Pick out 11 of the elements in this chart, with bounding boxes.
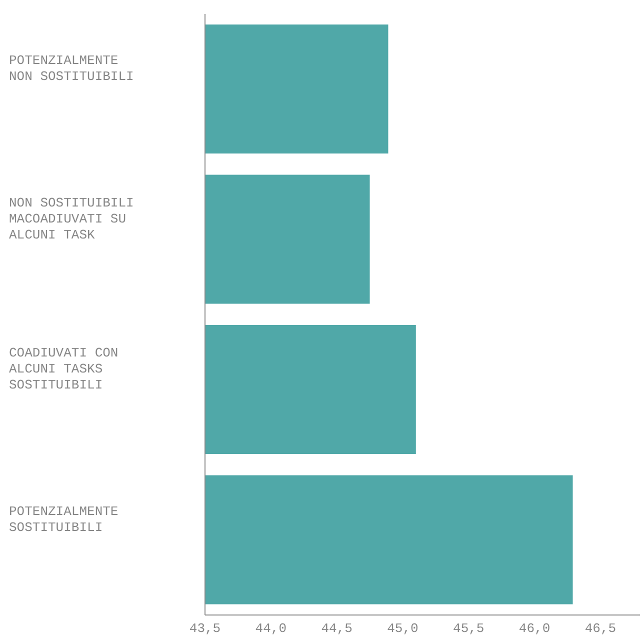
x-tick-label: 44,5 [321, 621, 352, 635]
y-tick-label: COADIUVATI CON ALCUNI TASKS SOSTITUIBILI [9, 346, 118, 394]
x-tick-label: 46,5 [584, 621, 616, 635]
x-tick-label: 45,5 [453, 621, 484, 635]
x-tick-label: 44,0 [255, 621, 287, 635]
y-tick-label: POTENZIALMENTE NON SOSTITUIBILI [9, 54, 134, 85]
x-tick-label: 45,0 [387, 621, 418, 635]
y-tick-label: POTENZIALMENTE SOSTITUIBILI [9, 504, 118, 536]
x-tick-label: 46,0 [518, 621, 550, 635]
x-tick-label: 43,5 [189, 621, 221, 635]
y-tick-label: NON SOSTITUIBILI MACOADIUVATI SU ALCUNI TASK [9, 196, 134, 243]
